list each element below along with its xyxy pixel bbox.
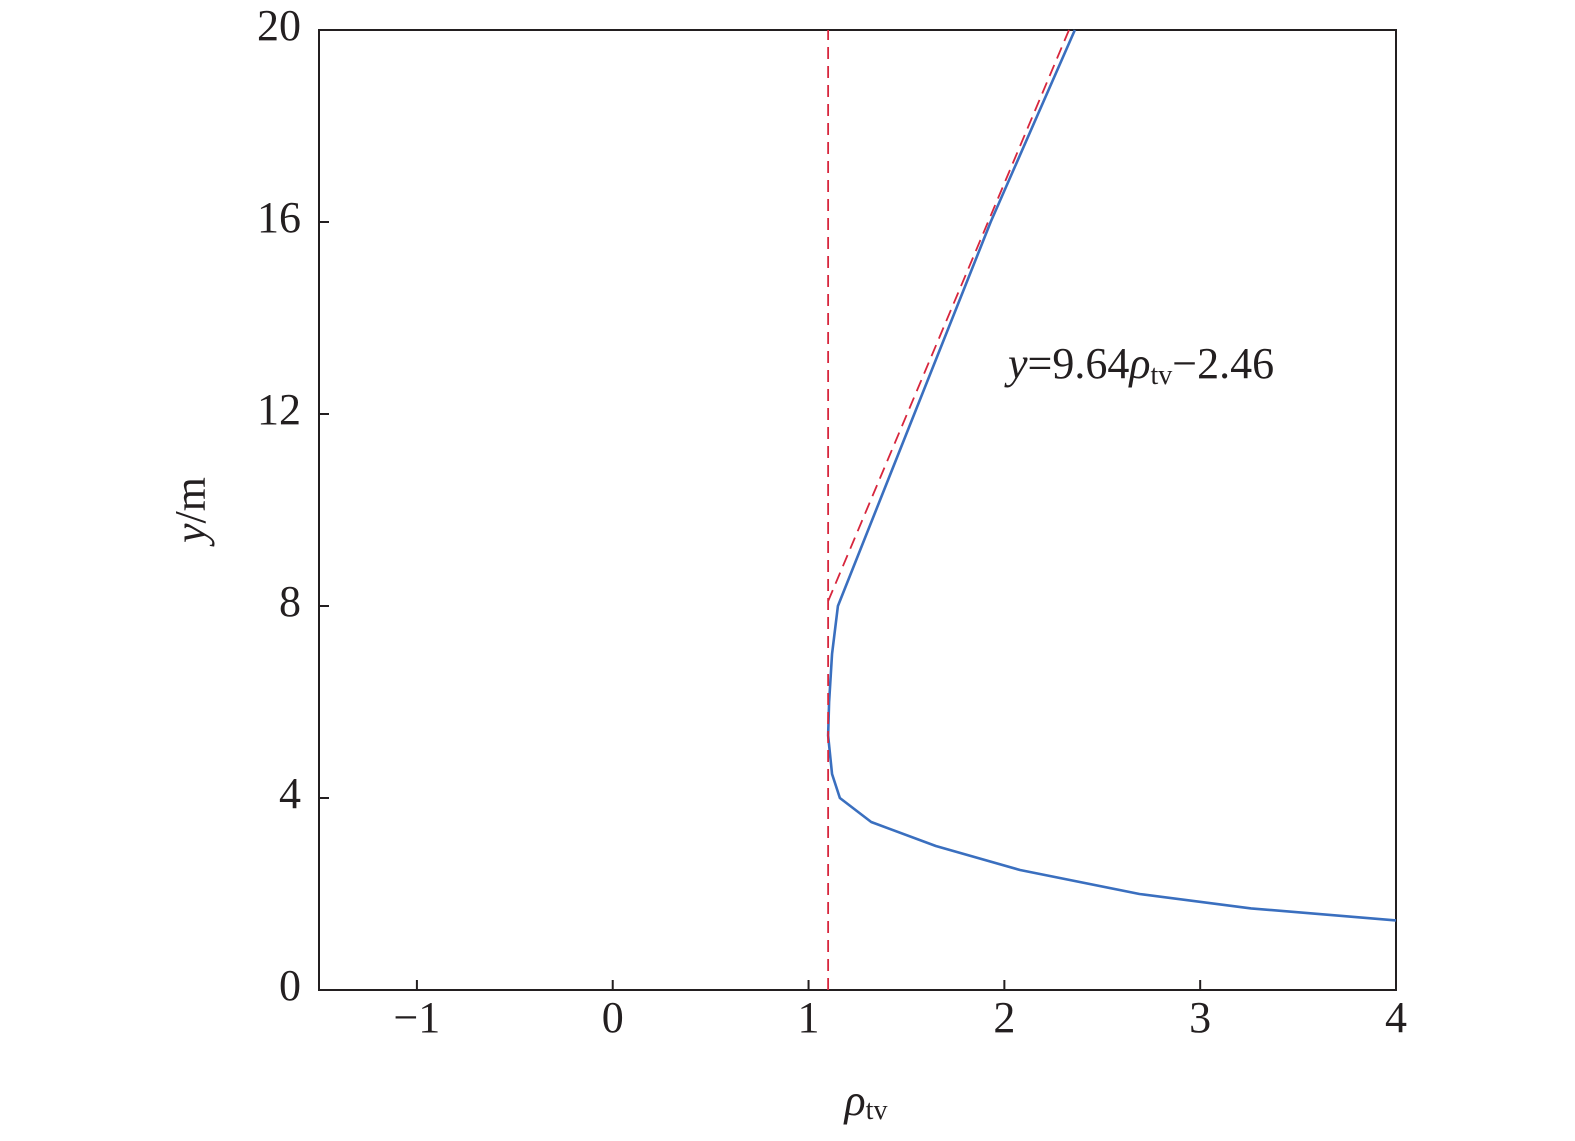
annotation: y=9.64ρtv−2.46 xyxy=(1004,339,1274,391)
y-tick-label: 16 xyxy=(257,193,301,242)
y-tick-label: 0 xyxy=(279,961,301,1010)
y-tick-label: 8 xyxy=(279,577,301,626)
y-tick-label: 20 xyxy=(257,1,301,50)
x-tick-label: 4 xyxy=(1385,993,1407,1042)
x-tick-label: 1 xyxy=(798,993,820,1042)
y-tick-label: 12 xyxy=(257,385,301,434)
x-tick-label: 0 xyxy=(602,993,624,1042)
y-tick-label: 4 xyxy=(279,769,301,818)
line xyxy=(826,29,1397,922)
x-axis-label: ρtv xyxy=(843,1076,888,1126)
plot-frame xyxy=(318,29,1397,991)
y-axis-label: y/m xyxy=(166,477,215,547)
x-tick-label: 3 xyxy=(1189,993,1211,1042)
x-tick-label: 2 xyxy=(993,993,1015,1042)
line xyxy=(827,29,1070,602)
x-tick-label: −1 xyxy=(393,993,440,1042)
